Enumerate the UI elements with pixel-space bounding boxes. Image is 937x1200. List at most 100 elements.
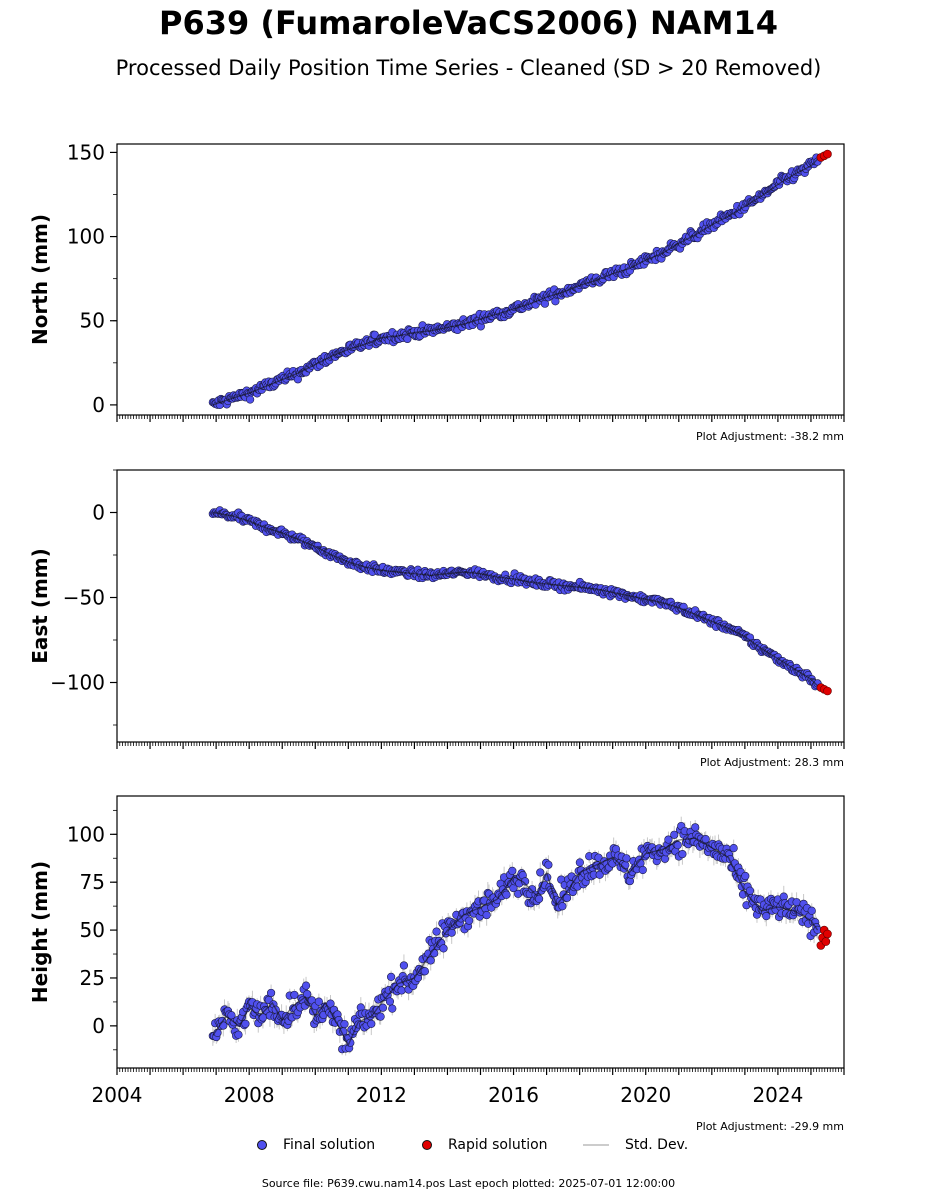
final-point <box>544 860 553 869</box>
rapid-points <box>816 683 832 696</box>
x-ticks <box>116 1068 845 1075</box>
trend-line <box>212 511 819 687</box>
final-point <box>562 893 572 902</box>
y-tick-label: 75 <box>80 870 105 894</box>
rapid-point <box>823 929 832 939</box>
x-tick-label: 2016 <box>488 1083 539 1107</box>
final-point <box>403 334 412 344</box>
final-points <box>208 153 822 409</box>
final-point <box>792 898 801 907</box>
final-point <box>551 297 560 306</box>
y-tick-label: 150 <box>67 140 105 164</box>
y-tick-label: −100 <box>50 671 105 695</box>
final-point <box>303 989 312 999</box>
rapid-points <box>816 149 832 162</box>
y-tick-label: 0 <box>92 501 105 525</box>
plot-area-height <box>208 816 832 1056</box>
plot-area-north <box>208 149 832 409</box>
plot-adjustment-note: Plot Adjustment: -29.9 mm <box>696 1120 844 1133</box>
y-tick-label: 100 <box>67 225 105 249</box>
x-tick-label: 2024 <box>752 1083 803 1107</box>
panel-north: 0 50 100 150 North (mm) Plot Adjustment: -38.… <box>28 140 845 443</box>
final-point <box>234 1030 243 1039</box>
final-point <box>426 956 435 965</box>
final-point <box>670 830 679 839</box>
panel-east: 0 −50 −100 East (mm) Plot Adjustment: 28.3 m… <box>28 469 845 769</box>
x-ticks <box>116 415 845 422</box>
x-tick-label: 2004 <box>92 1083 143 1107</box>
y-axis-label: East (mm) <box>28 548 52 664</box>
final-point <box>246 395 255 404</box>
y-axis-label: North (mm) <box>28 214 52 345</box>
final-point <box>678 849 687 859</box>
plot-adjustment-note: Plot Adjustment: -38.2 mm <box>696 430 844 443</box>
rapid-point <box>821 937 831 946</box>
y-axis-label: Height (mm) <box>28 861 52 1003</box>
legend-rapid: Rapid solution <box>422 1137 548 1153</box>
final-point <box>397 986 406 995</box>
legend-final-label: Final solution <box>283 1137 376 1153</box>
final-point <box>534 894 544 903</box>
final-point <box>266 988 276 998</box>
final-point <box>420 967 429 976</box>
y-tick-label: −50 <box>63 586 105 610</box>
legend-std: Std. Dev. <box>583 1137 688 1153</box>
legend-final: Final solution <box>257 1137 375 1153</box>
final-point <box>465 916 474 925</box>
final-point <box>385 997 395 1006</box>
final-point <box>638 865 647 875</box>
std-dev-line-icon <box>583 1144 609 1146</box>
final-point <box>340 1019 349 1029</box>
final-point <box>241 1019 250 1028</box>
plot-frame <box>116 143 845 416</box>
legend-rapid-label: Rapid solution <box>448 1137 548 1153</box>
trend-line <box>212 837 819 1047</box>
final-point <box>432 927 441 936</box>
x-tick-label: 2012 <box>356 1083 407 1107</box>
trend-line <box>212 158 819 406</box>
final-point <box>387 972 396 982</box>
final-point <box>326 999 335 1008</box>
final-marker-icon <box>257 1140 267 1150</box>
final-point <box>536 868 545 877</box>
final-point <box>741 871 750 881</box>
rapid-point <box>823 149 832 159</box>
final-point <box>594 853 603 862</box>
x-tick-label: 2008 <box>224 1083 275 1107</box>
x-ticks <box>116 742 845 749</box>
plot-area-east <box>208 506 832 696</box>
final-point <box>399 961 409 970</box>
final-point <box>621 861 630 870</box>
final-point <box>575 858 584 867</box>
y-tick-label: 0 <box>92 393 105 417</box>
final-point <box>729 844 738 853</box>
y-tick-label: 0 <box>92 1014 105 1038</box>
y-tick-label: 50 <box>80 918 105 942</box>
legend: Final solution Rapid solution Std. Dev. <box>0 1137 937 1157</box>
final-point <box>290 990 299 1000</box>
final-point <box>691 823 700 832</box>
final-points <box>208 506 822 691</box>
panel-height: 2004 2008 2012 2016 2020 2024 0 25 50 75 100 Height… <box>28 795 845 1133</box>
final-point <box>807 906 816 915</box>
chart-subtitle: Processed Daily Position Time Series - C… <box>115 56 822 80</box>
y-tick-label: 100 <box>67 822 105 846</box>
final-point <box>447 928 456 937</box>
rapid-point <box>823 686 832 696</box>
final-point <box>762 912 771 921</box>
final-point <box>508 866 517 875</box>
final-point <box>376 1012 385 1021</box>
final-point <box>622 854 631 863</box>
final-point <box>367 1019 376 1028</box>
y-tick-label: 50 <box>80 309 105 333</box>
chart-title: P639 (FumaroleVaCS2006) NAM14 <box>159 4 778 42</box>
final-point <box>314 997 323 1006</box>
final-point <box>558 902 567 911</box>
source-file-note: Source file: P639.cwu.nam14.pos Last epo… <box>261 1177 676 1190</box>
final-point <box>378 1003 388 1012</box>
rapid-points <box>816 925 832 950</box>
final-point <box>502 890 511 899</box>
rapid-marker-icon <box>422 1140 432 1150</box>
y-tick-label: 25 <box>80 966 105 990</box>
